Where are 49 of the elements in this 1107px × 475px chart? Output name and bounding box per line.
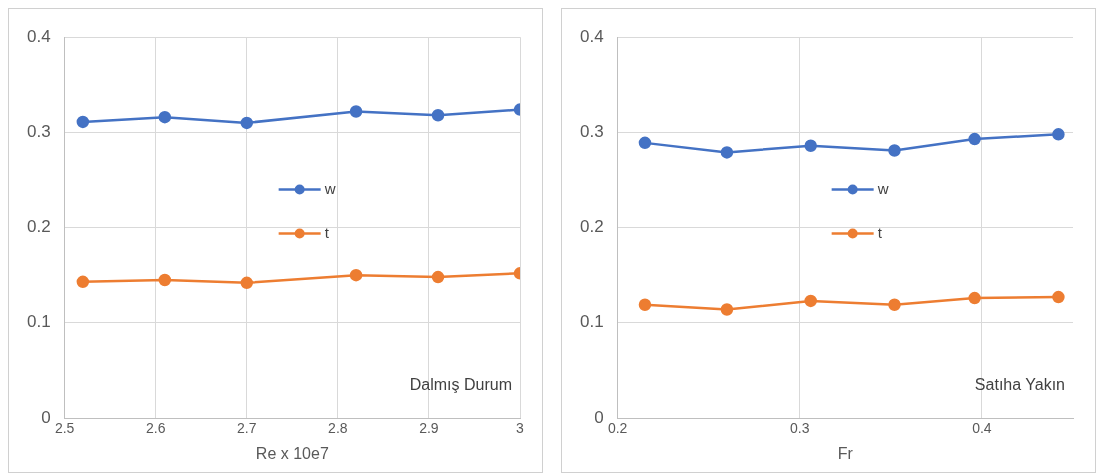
x-tick-label: 2.9 <box>419 420 439 437</box>
point <box>888 144 901 157</box>
y-tick-label: 0 <box>41 407 51 427</box>
y-tick-label: 0.4 <box>579 26 604 46</box>
x-tick-label: 2.5 <box>54 420 75 437</box>
point <box>431 270 445 284</box>
y-tick-label: 0.3 <box>579 122 604 142</box>
x-tick-label: 0.4 <box>972 420 992 437</box>
point <box>804 294 817 308</box>
y-tick-label: 0 <box>594 407 604 427</box>
point <box>638 136 652 150</box>
point <box>158 273 172 287</box>
point <box>349 105 363 118</box>
point <box>720 303 734 316</box>
y-tick-label: 0.2 <box>26 217 51 237</box>
legend-label: w <box>323 179 336 197</box>
y-tick-label: 0.1 <box>579 312 604 332</box>
y-tick-label: 0.1 <box>26 312 51 332</box>
y-tick-label: 0.2 <box>579 217 604 237</box>
x-axis-title: Re x 10e7 <box>255 444 329 462</box>
point <box>1052 128 1065 141</box>
x-tick-label: 2.6 <box>145 420 166 437</box>
legend-label: t <box>324 223 330 241</box>
y-tick-label: 0.4 <box>26 26 51 46</box>
x-tick-label: 3 <box>516 420 525 437</box>
y-tick-label: 0.3 <box>26 122 51 142</box>
point <box>720 146 734 159</box>
point <box>638 298 652 311</box>
point <box>968 291 981 305</box>
point <box>158 110 172 124</box>
point <box>349 268 363 282</box>
point <box>76 115 90 129</box>
point <box>1052 290 1065 304</box>
x-tick-label: 0.3 <box>790 420 810 437</box>
point <box>888 298 901 311</box>
legend-label: w <box>876 179 889 197</box>
point <box>240 116 254 130</box>
point <box>431 109 445 122</box>
point <box>804 139 817 152</box>
x-tick-label: 0.2 <box>607 420 628 437</box>
annotation: Satıha Yakın <box>974 376 1065 394</box>
point <box>240 276 254 290</box>
point <box>968 132 981 146</box>
x-tick-label: 2.7 <box>237 420 257 437</box>
annotation: Dalmış Durum <box>409 376 512 394</box>
x-tick-label: 2.8 <box>328 420 348 437</box>
point <box>76 275 90 289</box>
x-axis-title: Fr <box>837 444 854 462</box>
legend-label: t <box>877 223 883 241</box>
